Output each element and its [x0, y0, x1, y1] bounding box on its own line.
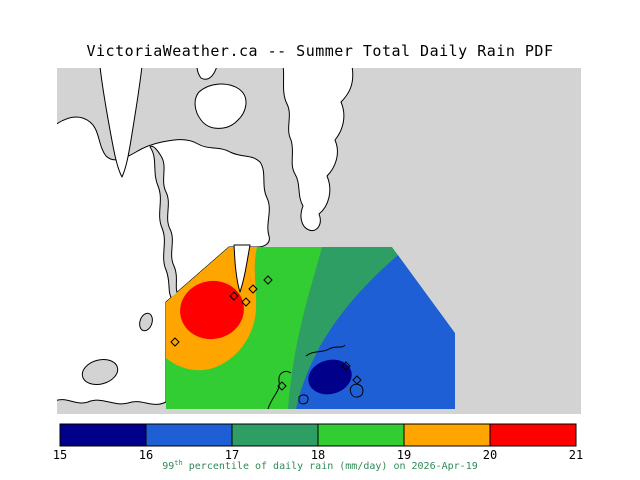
- station-marker: [241, 297, 251, 307]
- map-area: [57, 68, 581, 414]
- colorbar-tick-17: 17: [225, 448, 239, 462]
- colorbar-caption: 99th percentile of daily rain (mm/day) o…: [162, 459, 478, 472]
- station-marker: [229, 291, 239, 301]
- colorbar-segment-20-21: [489, 423, 577, 447]
- station-marker: [170, 337, 180, 347]
- colorbar-segment-16-17: [145, 423, 233, 447]
- contour-level-20-21: [180, 280, 244, 340]
- station-marker: [341, 361, 351, 371]
- land-vancouver-island: [57, 116, 270, 405]
- small-island-outline: [349, 383, 364, 398]
- station-marker: [352, 375, 362, 385]
- land-saltspring-island: [194, 83, 247, 129]
- colorbar-segment-18-19: [317, 423, 405, 447]
- colorbar-tick-20: 20: [483, 448, 497, 462]
- colorbar-segment-17-18: [231, 423, 319, 447]
- land-gulf-island: [282, 68, 354, 232]
- colorbar-segment-19-20: [403, 423, 491, 447]
- plot-title: VictoriaWeather.ca -- Summer Total Daily…: [86, 42, 553, 60]
- contour-level-15-16: [308, 359, 352, 395]
- tiny-island-outline: [298, 394, 309, 405]
- station-marker: [263, 275, 273, 285]
- caption-text: percentile of daily rain (mm/day) on 202…: [183, 461, 478, 472]
- victoria-coast-line: [267, 370, 292, 410]
- colorbar-tick-18: 18: [311, 448, 325, 462]
- small-inlet: [139, 312, 153, 332]
- colorbar-tick-16: 16: [139, 448, 153, 462]
- land-peninsula-finger: [99, 68, 143, 178]
- land-small-point: [196, 68, 217, 80]
- colorbar-tick-15: 15: [53, 448, 67, 462]
- station-marker: [277, 381, 287, 391]
- colorbar-segment-15-16: [59, 423, 147, 447]
- colorbar-tick-21: 21: [569, 448, 583, 462]
- caption-superscript: th: [174, 459, 182, 467]
- caption-number: 99: [162, 461, 174, 472]
- sooke-basin: [81, 359, 119, 385]
- colorbar-tick-19: 19: [397, 448, 411, 462]
- contour-field: [166, 247, 455, 409]
- station-markers: [170, 275, 362, 391]
- station-marker: [248, 284, 258, 294]
- harbour-coast-line: [305, 344, 346, 357]
- inlet-tip-notch: [233, 244, 251, 293]
- colorbar: 15 16 17 18 19 20 21: [53, 423, 583, 462]
